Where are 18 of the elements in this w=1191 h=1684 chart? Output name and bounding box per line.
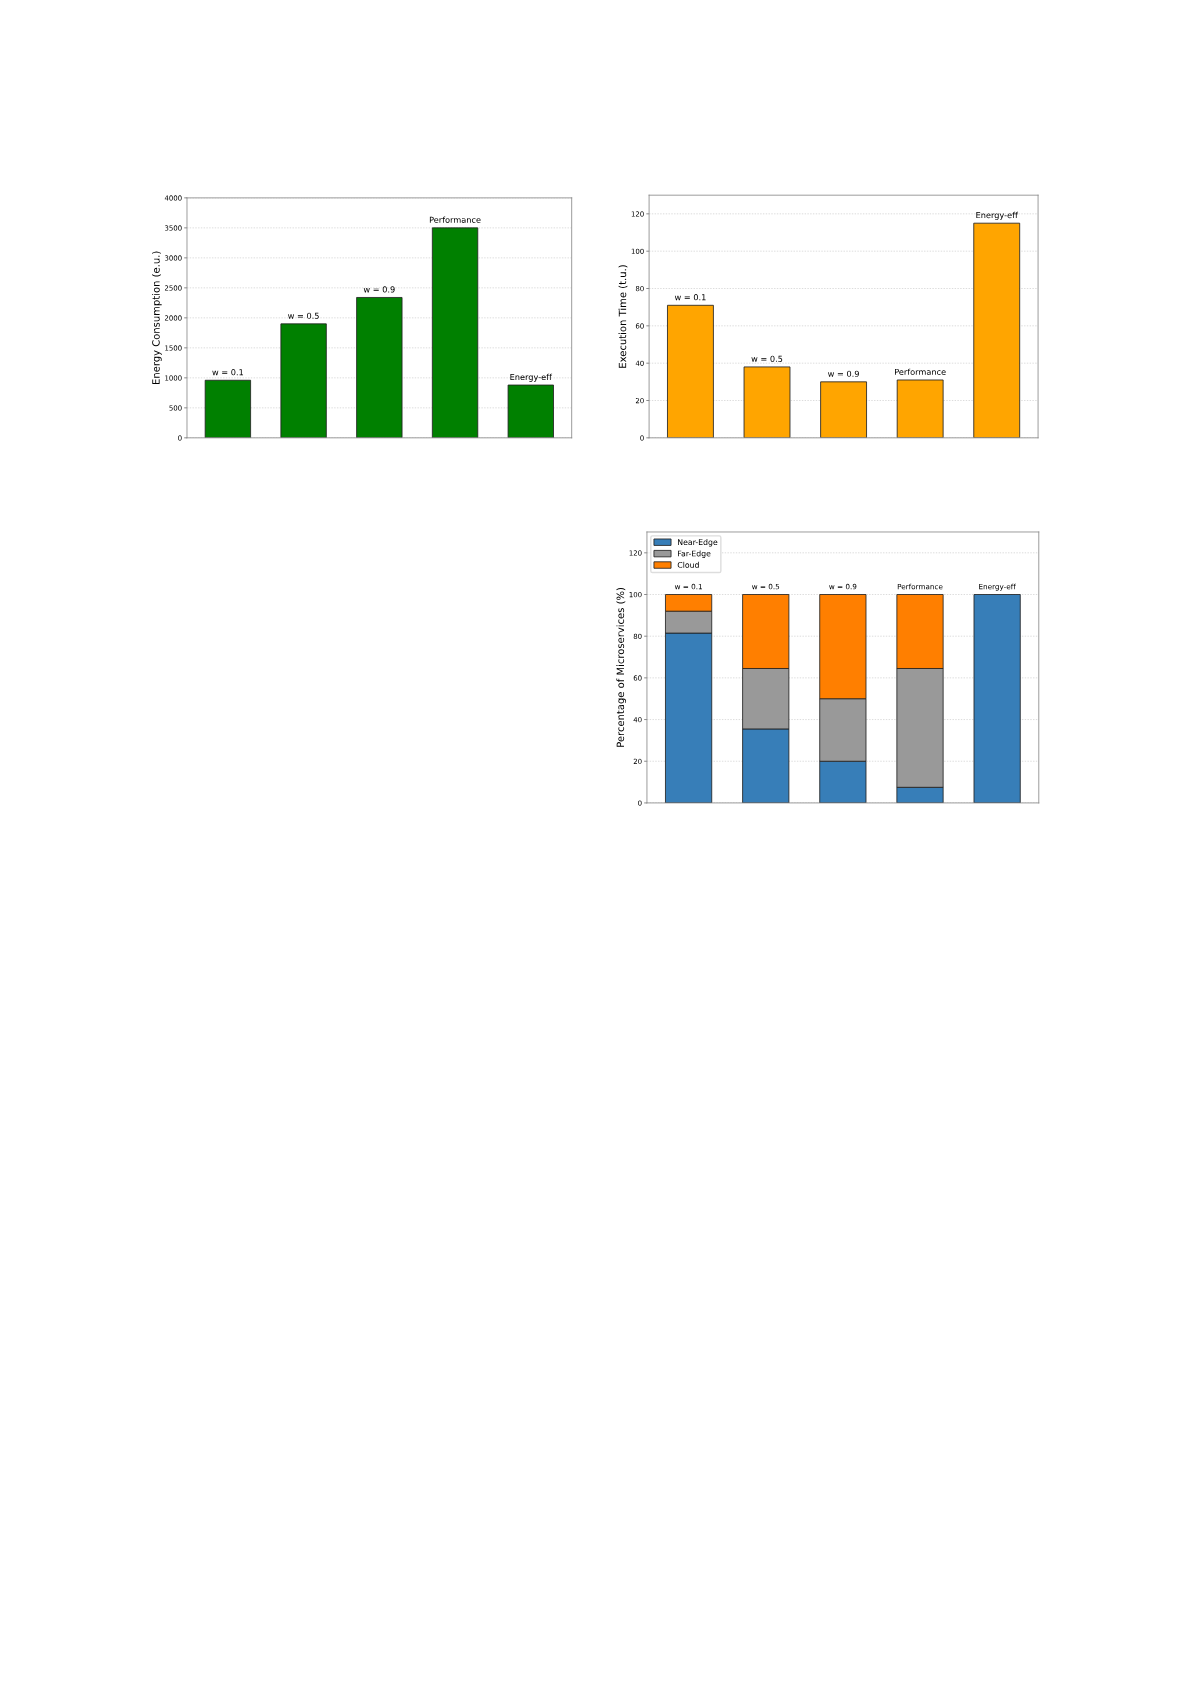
bar: [507, 384, 554, 438]
bar: [896, 379, 944, 438]
bar: [280, 323, 327, 438]
bar: [743, 366, 791, 438]
y-axis-title: Energy Consumption (e.u.): [152, 251, 162, 384]
bar: [667, 304, 714, 438]
y-axis-title: Percentage of Microservices (%): [616, 587, 627, 747]
bar: [431, 227, 479, 438]
bar: [973, 222, 1021, 438]
category-label: Energy-eff: [976, 211, 1019, 220]
category-label: Performance: [895, 368, 946, 375]
category-label: w = 0.1: [674, 294, 706, 301]
category-label: w = 0.5: [751, 355, 783, 362]
y-axis-title: Execution Time (t.u.): [618, 265, 628, 368]
bar: [973, 594, 1021, 803]
bar: [356, 297, 403, 438]
bar: [204, 379, 252, 438]
bar: [820, 381, 867, 438]
